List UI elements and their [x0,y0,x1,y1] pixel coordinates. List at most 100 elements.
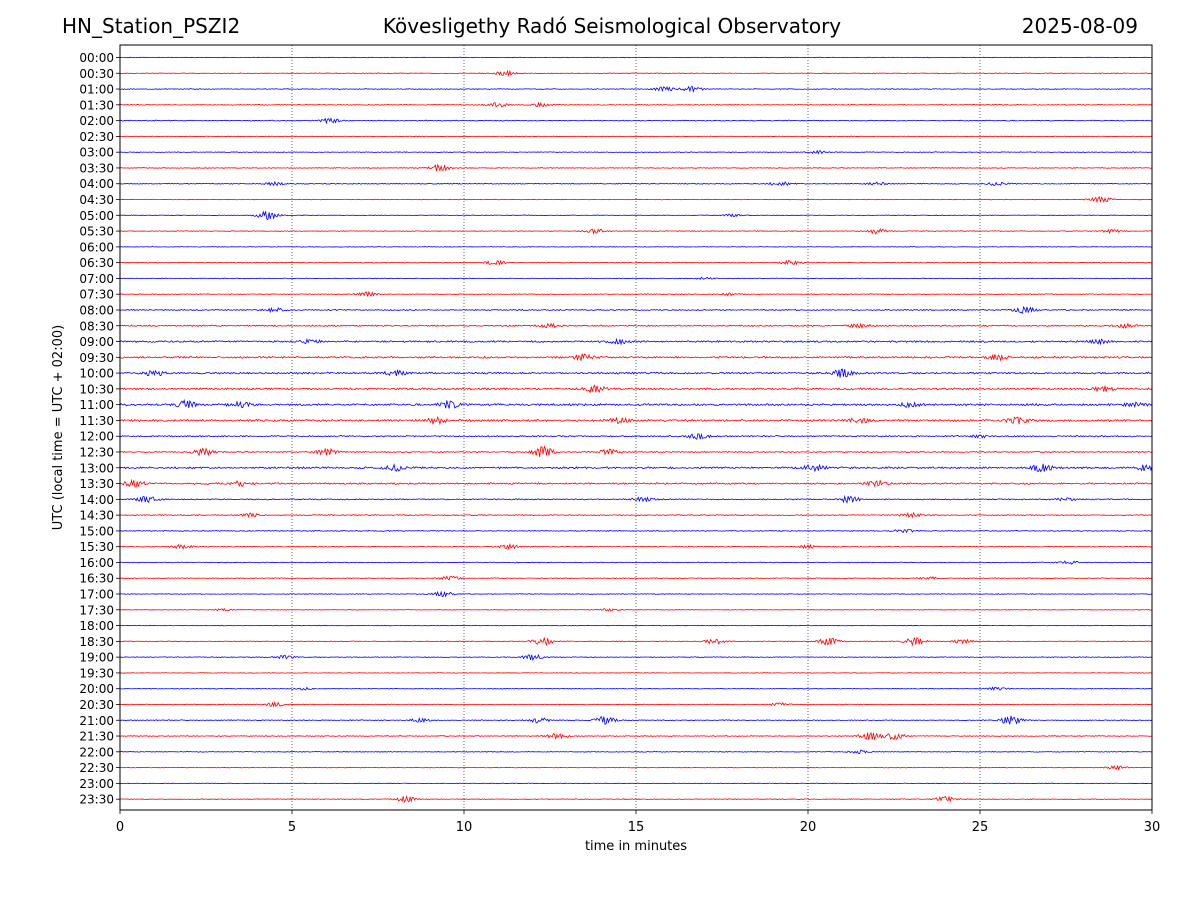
y-tick-label: 15:00 [79,524,114,538]
y-tick-label: 21:00 [79,714,114,728]
y-tick-label: 03:00 [79,146,114,160]
x-tick-label: 25 [972,820,989,835]
y-tick-label: 06:30 [79,256,114,270]
y-tick-label: 08:00 [79,303,114,317]
seismic-trace-1530 [119,542,1153,551]
seismic-trace-2230 [119,764,1153,771]
y-tick-label: 01:00 [79,83,114,97]
x-tick-label: 20 [800,820,817,835]
seismic-trace-0600 [119,246,1153,248]
seismic-trace-0200 [119,117,1153,125]
y-tick-label: 12:30 [79,446,114,460]
seismic-trace-1000 [119,368,1153,378]
seismic-trace-0630 [119,259,1153,266]
y-tick-label: 11:30 [79,414,114,428]
seismic-trace-0130 [119,101,1153,108]
seismic-trace-0830 [119,322,1153,330]
seismic-trace-0300 [119,149,1153,155]
seismic-trace-2330 [119,794,1153,804]
x-tick-label: 15 [628,820,645,835]
y-tick-label: 18:30 [79,635,114,649]
seismic-trace-1630 [119,575,1153,581]
y-tick-label: 15:30 [79,540,114,554]
seismic-trace-0400 [119,180,1153,187]
seismic-trace-0930 [119,353,1153,362]
y-tick-label: 09:00 [79,335,114,349]
seismic-trace-2000 [119,686,1153,691]
x-tick-label: 0 [116,820,124,835]
x-axis-label: time in minutes [585,839,687,854]
seismic-trace-0700 [119,276,1153,281]
y-tick-label: 02:00 [79,114,114,128]
y-tick-label: 05:00 [79,209,114,223]
y-tick-label: 00:00 [79,51,114,65]
y-tick-label: 13:30 [79,477,114,491]
y-tick-label: 22:30 [79,761,114,775]
y-tick-label: 01:30 [79,98,114,112]
y-tick-label: 21:30 [79,730,114,744]
seismic-trace-1730 [119,607,1153,612]
seismic-trace-0800 [119,305,1153,315]
grid-lines [291,45,981,810]
seismic-trace-1400 [119,494,1153,504]
seismic-trace-1030 [119,384,1153,394]
seismic-trace-1500 [119,529,1153,534]
seismic-trace-1800 [119,624,1153,627]
y-tick-label: 11:00 [79,398,114,412]
y-tick-label: 03:30 [79,161,114,175]
seismic-trace-1330 [119,478,1153,488]
y-tick-label: 22:00 [79,745,114,759]
y-tick-label: 05:30 [79,225,114,239]
seismic-trace-0330 [119,163,1153,172]
y-tick-label: 08:30 [79,319,114,333]
y-tick-label: 10:30 [79,382,114,396]
y-axis-label: UTC (local time = UTC + 02:00) [51,325,66,530]
y-tick-label: 06:00 [79,240,114,254]
trace-layer [119,56,1153,804]
y-tick-label: 16:00 [79,556,114,570]
seismic-trace-0030 [119,69,1153,78]
x-tick-label: 5 [288,820,296,835]
seismic-trace-1200 [119,432,1153,440]
seismic-trace-0730 [119,290,1153,297]
y-tick-label: 20:30 [79,698,114,712]
station-name: HN_Station_PSZI2 [62,14,241,38]
y-tick-label: 23:00 [79,777,114,791]
seismic-trace-1930 [119,672,1153,674]
y-tick-label: 19:30 [79,666,114,680]
seismic-trace-2300 [119,782,1153,785]
y-tick-label: 17:00 [79,588,114,602]
seismic-trace-0100 [119,85,1153,94]
y-tick-label: 04:30 [79,193,114,207]
seismic-trace-1300 [119,463,1153,473]
y-tick-label: 10:00 [79,367,114,381]
y-tick-label: 14:30 [79,509,114,523]
seismic-trace-0230 [119,135,1153,138]
y-tick-label: 13:00 [79,461,114,475]
x-axis-ticks: 0 5 10 15 20 25 30 [116,810,1160,835]
seismic-trace-0430 [119,195,1153,204]
y-tick-label: 23:30 [79,793,114,807]
seismic-trace-0500 [119,210,1153,221]
seismic-trace-1230 [119,445,1153,458]
seismic-trace-0530 [119,227,1153,235]
seismic-trace-1700 [119,590,1153,598]
chart-title: Kövesligethy Radó Seismological Observat… [382,14,842,38]
y-tick-label: 12:00 [79,430,114,444]
seismic-trace-1100 [119,398,1153,409]
y-tick-label: 19:00 [79,651,114,665]
seismic-trace-1130 [119,416,1153,426]
seismic-trace-1900 [119,653,1153,661]
y-tick-label: 09:30 [79,351,114,365]
y-tick-label: 20:00 [79,682,114,696]
y-tick-label: 18:00 [79,619,114,633]
seismic-trace-2200 [119,749,1153,755]
seismic-trace-2100 [119,715,1153,725]
y-tick-label: 07:30 [79,288,114,302]
y-tick-label: 07:00 [79,272,114,286]
y-tick-label: 00:30 [79,67,114,81]
seismic-trace-0000 [119,56,1153,59]
seismic-trace-1430 [119,511,1153,519]
y-tick-label: 02:30 [79,130,114,144]
